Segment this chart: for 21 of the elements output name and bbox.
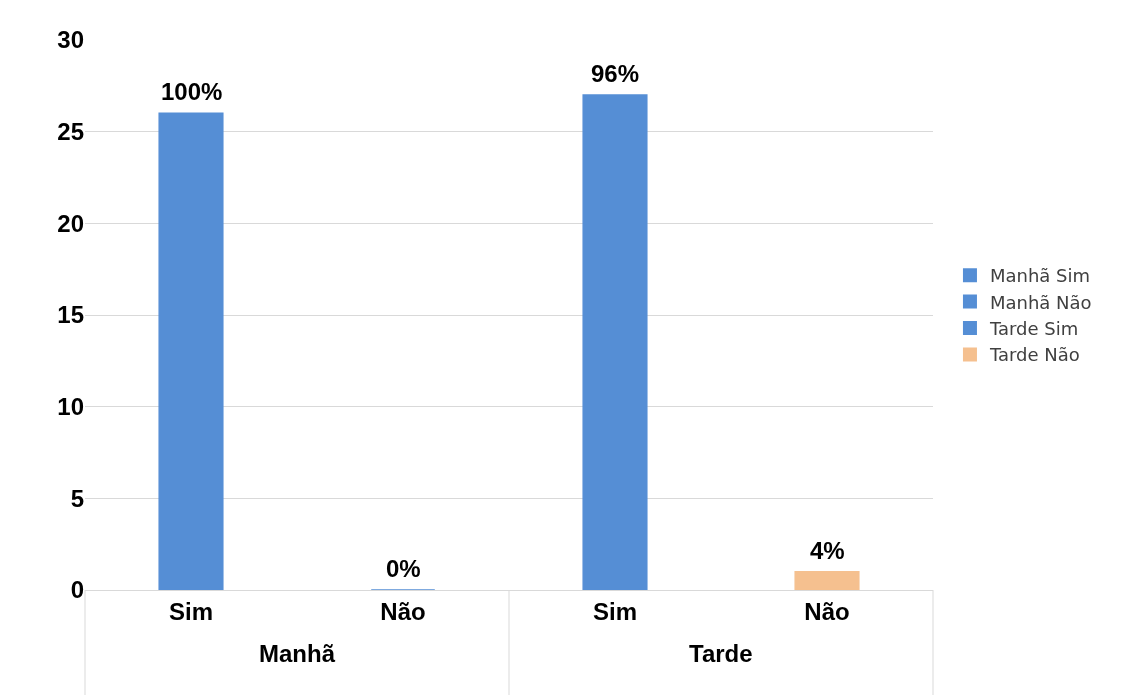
y-tick-label: 15 <box>57 301 84 329</box>
y-tick-label: 25 <box>57 118 84 146</box>
x-tick-label: Não <box>804 597 850 625</box>
annotation: 0% <box>386 555 421 582</box>
x-tick-label: Sim <box>592 597 638 625</box>
y-tick-label: 10 <box>57 393 84 421</box>
y-tick-label: 0 <box>70 576 84 604</box>
legend-label: Tarde Sim <box>988 318 1079 340</box>
x-tick-label: Não <box>380 597 426 625</box>
legend-label: Manhã Sim <box>989 265 1091 287</box>
text: Manhã <box>259 640 336 667</box>
legend-label: Tarde Não <box>988 344 1080 366</box>
annotation: 100% <box>161 78 223 105</box>
y-tick-label: 20 <box>57 209 84 237</box>
legend-label: Manhã Não <box>989 291 1092 313</box>
y-tick-label: 5 <box>70 484 84 512</box>
text: Tarde <box>689 640 753 667</box>
annotation: 4% <box>810 537 845 564</box>
annotation: 96% <box>591 60 640 87</box>
y-tick-label: 30 <box>57 26 84 54</box>
x-tick-label: Sim <box>168 597 214 625</box>
